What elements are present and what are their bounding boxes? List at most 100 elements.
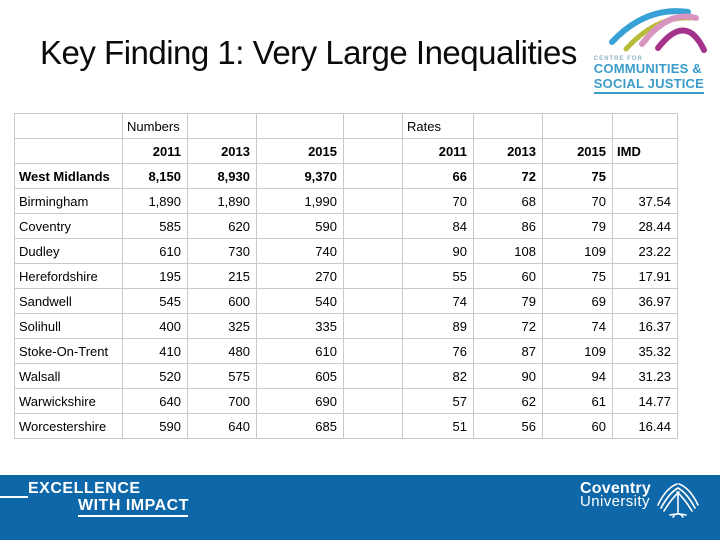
table-row: Walsall 520 575 605 82 90 94 31.23 xyxy=(14,363,678,389)
numbers-2013-cell: 600 xyxy=(187,288,257,314)
rates-2011-cell: 70 xyxy=(402,188,474,214)
numbers-2011-cell: 1,890 xyxy=(122,188,188,214)
spacer-cell xyxy=(343,188,403,214)
numbers-2015-cell: 685 xyxy=(256,413,344,439)
rates-2011-cell: 74 xyxy=(402,288,474,314)
rates-2015-cell: 61 xyxy=(542,388,613,414)
empty-cell xyxy=(14,113,123,139)
numbers-2015-cell: 270 xyxy=(256,263,344,289)
rates-2013-cell: 72 xyxy=(473,163,543,189)
ccsj-logo-text: CENTRE FOR COMMUNITIES & SOCIAL JUSTICE xyxy=(593,56,704,94)
imd-header: IMD xyxy=(612,138,678,164)
empty-cell xyxy=(187,113,257,139)
inequalities-table: Numbers Rates 2011 2013 2015 2011 2013 2… xyxy=(14,113,678,439)
region-cell: Warwickshire xyxy=(14,388,123,414)
phoenix-icon xyxy=(657,483,699,518)
imd-cell xyxy=(612,163,678,189)
table-row: Birmingham 1,890 1,890 1,990 70 68 70 37… xyxy=(14,188,678,214)
university-text: University xyxy=(580,493,650,510)
numbers-2013-header: 2013 xyxy=(187,138,257,164)
table-row: Solihull 400 325 335 89 72 74 16.37 xyxy=(14,313,678,339)
ccsj-communities: COMMUNITIES & xyxy=(593,61,702,77)
rates-2011-cell: 89 xyxy=(402,313,474,339)
numbers-2015-cell: 690 xyxy=(256,388,344,414)
spacer-cell xyxy=(343,363,403,389)
imd-cell: 28.44 xyxy=(612,213,678,239)
numbers-2013-cell: 620 xyxy=(187,213,257,239)
table-row: West Midlands 8,150 8,930 9,370 66 72 75 xyxy=(14,163,678,189)
numbers-2013-cell: 730 xyxy=(187,238,257,264)
rates-2013-cell: 60 xyxy=(473,263,543,289)
numbers-2011-header: 2011 xyxy=(122,138,188,164)
rates-2011-cell: 66 xyxy=(402,163,474,189)
ccsj-social-justice: SOCIAL JUSTICE xyxy=(593,77,704,94)
spacer-cell xyxy=(343,413,403,439)
imd-cell: 35.32 xyxy=(612,338,678,364)
numbers-2015-cell: 740 xyxy=(256,238,344,264)
rates-2013-cell: 68 xyxy=(473,188,543,214)
numbers-2013-cell: 8,930 xyxy=(187,163,257,189)
rates-2011-cell: 51 xyxy=(402,413,474,439)
with-impact-underline xyxy=(78,515,188,517)
empty-cell xyxy=(542,113,613,139)
rates-2015-header: 2015 xyxy=(542,138,613,164)
table-row: Sandwell 545 600 540 74 79 69 36.97 xyxy=(14,288,678,314)
imd-cell: 17.91 xyxy=(612,263,678,289)
imd-cell: 23.22 xyxy=(612,238,678,264)
rates-group-header: Rates xyxy=(402,113,474,139)
numbers-group-header: Numbers xyxy=(122,113,188,139)
numbers-2011-cell: 520 xyxy=(122,363,188,389)
numbers-2011-cell: 640 xyxy=(122,388,188,414)
region-cell: Walsall xyxy=(14,363,123,389)
rates-2015-cell: 79 xyxy=(542,213,613,239)
spacer-cell xyxy=(343,338,403,364)
rates-2011-cell: 55 xyxy=(402,263,474,289)
imd-cell: 37.54 xyxy=(612,188,678,214)
spacer-cell xyxy=(343,138,403,164)
rates-2011-cell: 82 xyxy=(402,363,474,389)
rates-2015-cell: 74 xyxy=(542,313,613,339)
imd-cell: 36.97 xyxy=(612,288,678,314)
region-cell: Solihull xyxy=(14,313,123,339)
numbers-2015-cell: 335 xyxy=(256,313,344,339)
with-impact-text: WITH IMPACT xyxy=(78,497,189,514)
region-cell: Stoke-On-Trent xyxy=(14,338,123,364)
numbers-2013-cell: 215 xyxy=(187,263,257,289)
imd-cell: 14.77 xyxy=(612,388,678,414)
numbers-2015-cell: 610 xyxy=(256,338,344,364)
rates-2015-cell: 75 xyxy=(542,263,613,289)
excellence-text: EXCELLENCE xyxy=(28,480,141,497)
table-year-header-row: 2011 2013 2015 2011 2013 2015 IMD xyxy=(14,138,678,164)
region-cell: Dudley xyxy=(14,238,123,264)
region-cell: Herefordshire xyxy=(14,263,123,289)
imd-cell: 31.23 xyxy=(612,363,678,389)
rates-2015-cell: 70 xyxy=(542,188,613,214)
numbers-2015-cell: 590 xyxy=(256,213,344,239)
rates-2015-cell: 94 xyxy=(542,363,613,389)
coventry-text: Coventry xyxy=(580,480,651,497)
region-cell: Birmingham xyxy=(14,188,123,214)
table-body: Numbers Rates 2011 2013 2015 2011 2013 2… xyxy=(14,113,678,439)
region-cell: Coventry xyxy=(14,213,123,239)
table-row: Herefordshire 195 215 270 55 60 75 17.91 xyxy=(14,263,678,289)
rates-2013-cell: 62 xyxy=(473,388,543,414)
region-cell: Sandwell xyxy=(14,288,123,314)
table-row: Worcestershire 590 640 685 51 56 60 16.4… xyxy=(14,413,678,439)
numbers-2013-cell: 640 xyxy=(187,413,257,439)
spacer-cell xyxy=(343,113,403,139)
rates-2011-cell: 76 xyxy=(402,338,474,364)
imd-cell: 16.37 xyxy=(612,313,678,339)
ccsj-swoosh-icon xyxy=(609,8,707,53)
rates-2013-header: 2013 xyxy=(473,138,543,164)
rates-2015-cell: 109 xyxy=(542,338,613,364)
numbers-2013-cell: 575 xyxy=(187,363,257,389)
numbers-2013-cell: 325 xyxy=(187,313,257,339)
spacer-cell xyxy=(343,263,403,289)
table-row: Warwickshire 640 700 690 57 62 61 14.77 xyxy=(14,388,678,414)
rates-2015-cell: 69 xyxy=(542,288,613,314)
numbers-2013-cell: 1,890 xyxy=(187,188,257,214)
numbers-2015-cell: 540 xyxy=(256,288,344,314)
coventry-university-logo: Coventry University xyxy=(580,480,699,518)
spacer-cell xyxy=(343,238,403,264)
numbers-2011-cell: 400 xyxy=(122,313,188,339)
